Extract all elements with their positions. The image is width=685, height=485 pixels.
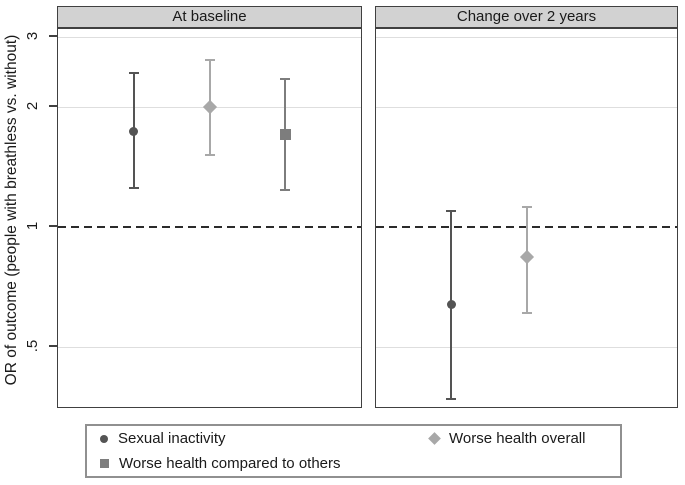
reference-line-or-1: [58, 226, 361, 228]
gridline: [376, 36, 677, 38]
square-marker-icon: [100, 459, 109, 468]
y-tick-label: 3: [24, 31, 41, 40]
y-tick-mark: [49, 105, 57, 107]
circle-marker: [446, 299, 456, 309]
legend-label: Worse health compared to others: [119, 455, 341, 472]
ci-cap: [128, 72, 139, 75]
panel-title-at-baseline: At baseline: [57, 6, 362, 28]
legend-label: Worse health overall: [449, 430, 586, 447]
panel-title-change-over-2-years: Change over 2 years: [375, 6, 678, 28]
y-tick-label: 2: [24, 101, 41, 111]
ci-cap: [280, 188, 291, 191]
ci-cap: [128, 187, 139, 190]
y-tick-mark: [49, 35, 57, 37]
ci-cap: [204, 59, 215, 62]
ci-cap: [446, 209, 457, 212]
gridline: [58, 347, 361, 348]
gridline: [58, 36, 361, 38]
ci-cap: [204, 153, 215, 156]
ci-cap: [521, 311, 532, 314]
ci-cap: [521, 206, 532, 209]
square-marker: [279, 128, 291, 140]
ci-cap: [446, 398, 457, 401]
legend-item-worse-health-compared: Worse health compared to others: [100, 455, 430, 472]
diamond-marker: [202, 99, 217, 115]
legend-item-sexual-inactivity: Sexual inactivity: [100, 430, 430, 447]
y-tick-mark: [49, 345, 57, 347]
diamond-marker: [519, 250, 534, 265]
diamond-marker-icon: [428, 432, 441, 445]
y-tick-mark: [49, 225, 57, 227]
y-tick-label: .5: [24, 339, 41, 353]
legend-label: Sexual inactivity: [118, 430, 226, 447]
legend: Sexual inactivity Worse health overall W…: [85, 424, 622, 478]
plot-area-at-baseline: [57, 28, 362, 408]
ci-cap: [280, 78, 291, 81]
y-tick-label: 1: [24, 221, 41, 231]
gridline: [376, 107, 677, 108]
legend-item-worse-health-overall: Worse health overall: [428, 430, 620, 447]
y-axis-title: OR of outcome (people with breathless vs…: [3, 34, 20, 386]
gridline: [376, 347, 677, 348]
circle-marker-icon: [100, 434, 108, 443]
plot-area-change-over-2-years: [375, 28, 678, 408]
circle-marker: [129, 126, 139, 136]
